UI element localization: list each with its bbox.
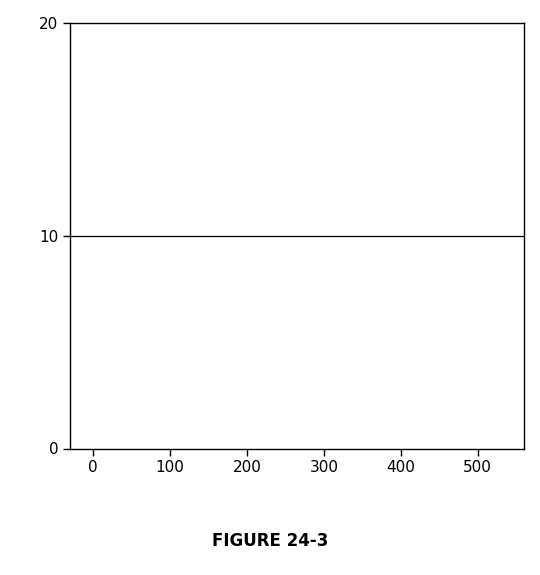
Text: FIGURE 24-3: FIGURE 24-3 bbox=[212, 531, 328, 550]
